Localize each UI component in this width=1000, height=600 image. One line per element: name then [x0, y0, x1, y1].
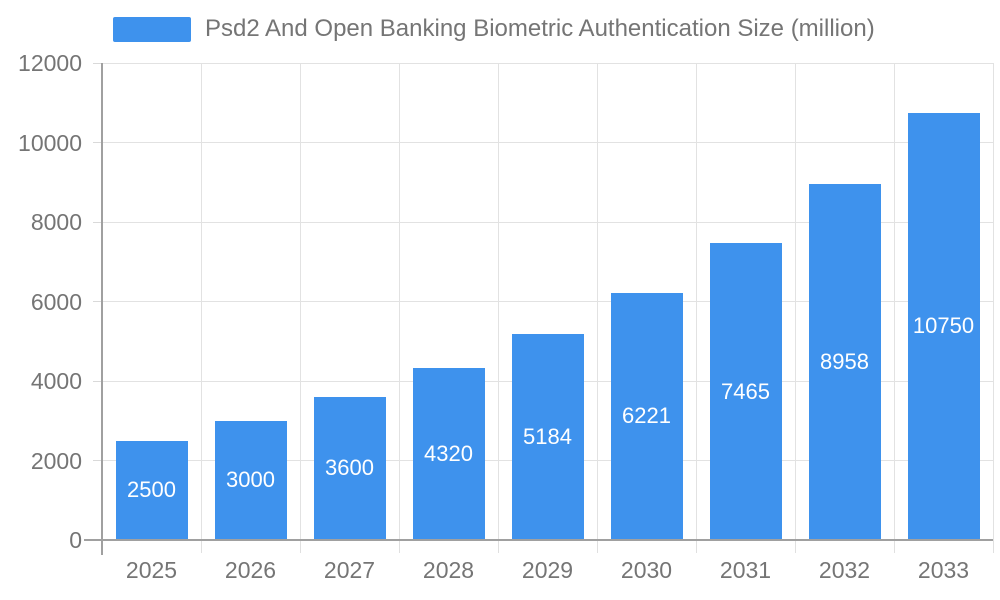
bar-value-label: 3600 — [325, 455, 374, 481]
x-gridline — [200, 63, 202, 540]
x-tick-label: 2033 — [917, 557, 970, 583]
y-tick-label: 8000 — [30, 209, 82, 235]
x-gridline — [992, 63, 994, 540]
x-tick-label: 2029 — [521, 557, 574, 583]
y-tick-label: 2000 — [30, 447, 82, 474]
x-axis-tick — [299, 540, 301, 553]
bar: 6221 — [610, 292, 683, 540]
x-axis-tick — [398, 540, 400, 553]
x-gridline — [794, 63, 796, 540]
bar-value-label: 7465 — [721, 378, 770, 404]
x-axis-tick — [497, 540, 499, 553]
legend-label: Psd2 And Open Banking Biometric Authenti… — [205, 15, 875, 42]
y-axis-tick — [93, 460, 102, 461]
x-gridline — [398, 63, 400, 540]
x-tick-label: 2031 — [719, 557, 772, 583]
y-gridline — [102, 221, 993, 223]
y-axis-tick — [93, 62, 102, 64]
legend[interactable]: Psd2 And Open Banking Biometric Authenti… — [113, 15, 875, 42]
x-gridline — [893, 63, 895, 540]
y-axis-tick — [93, 142, 102, 143]
x-axis-tick — [794, 540, 796, 553]
x-axis-tick — [200, 540, 202, 553]
y-tick-label: 12000 — [18, 50, 82, 76]
bar: 10750 — [907, 112, 980, 540]
y-axis-tick — [93, 301, 102, 302]
x-axis-tick — [893, 540, 895, 553]
bar: 2500 — [115, 440, 188, 540]
bar: 4320 — [412, 368, 485, 540]
x-gridline — [596, 63, 598, 540]
x-tick-label: 2028 — [422, 557, 475, 583]
y-gridline — [102, 142, 993, 143]
bar: 7465 — [709, 243, 782, 540]
x-axis-tick — [992, 540, 994, 553]
y-axis-tick — [93, 380, 102, 382]
bar: 8958 — [808, 183, 881, 540]
y-tick-label: 10000 — [18, 129, 82, 156]
bar: 5184 — [511, 333, 584, 540]
y-tick-label: 6000 — [30, 288, 82, 315]
x-tick-label: 2030 — [620, 557, 673, 583]
x-gridline — [695, 63, 697, 540]
x-gridline — [299, 63, 301, 540]
x-gridline — [497, 63, 499, 540]
y-axis-tick — [93, 221, 102, 223]
bar: 3600 — [313, 396, 386, 540]
bar-value-label: 6221 — [622, 403, 671, 429]
y-tick-label: 4000 — [30, 368, 82, 394]
x-tick-label: 2032 — [818, 557, 871, 583]
x-axis-tick — [596, 540, 598, 553]
bar-value-label: 8958 — [820, 348, 869, 374]
bar-value-label: 4320 — [424, 441, 473, 467]
x-axis-tick — [695, 540, 697, 553]
legend-swatch[interactable] — [113, 16, 191, 42]
x-tick-label: 2025 — [125, 557, 178, 583]
bar-value-label: 3000 — [226, 467, 275, 493]
x-tick-label: 2027 — [323, 557, 376, 583]
bar-value-label: 2500 — [127, 477, 176, 503]
y-tick-label: 0 — [69, 527, 82, 553]
bar-value-label: 10750 — [912, 313, 975, 339]
x-axis-line — [84, 539, 993, 541]
bar-value-label: 5184 — [523, 423, 572, 449]
y-axis-line — [101, 63, 103, 555]
y-gridline — [102, 62, 993, 64]
y-gridline — [102, 301, 993, 302]
bar: 3000 — [214, 420, 287, 540]
x-tick-label: 2026 — [224, 557, 277, 583]
